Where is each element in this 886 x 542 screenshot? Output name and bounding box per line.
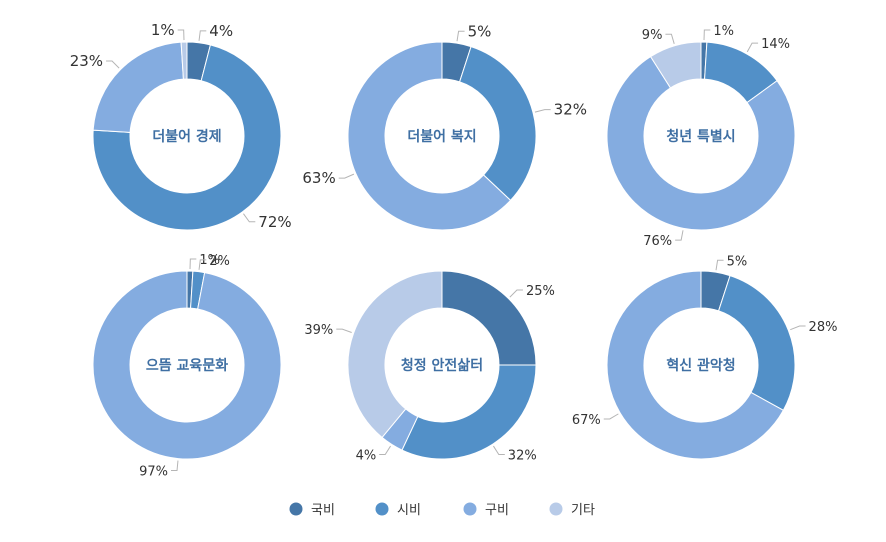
pct-label-5-4: 39% [304,323,333,338]
donut-title-4: 으뜸 교육문화 [146,358,228,374]
leader-line-5-3 [379,445,391,455]
legend-swatch-3 [463,502,477,516]
slice-5-2[interactable] [401,364,537,460]
leader-line-5-2 [493,445,505,455]
legend-item-국비[interactable]: 국비 [289,502,335,519]
slice-3-4[interactable] [649,41,702,89]
donut-chart-6: 5% 28% 67% 혁신 관악청 [572,254,838,460]
donut-title-5: 청정 안전삶터 [401,357,483,374]
pct-label-4-3: 97% [139,465,168,480]
pct-label-1-1: 4% [209,22,233,40]
leader-line-3-1 [703,29,711,41]
donut-hole-5 [385,308,499,422]
leader-line-1-3 [106,60,120,69]
legend-swatch-2 [375,502,389,516]
legend-swatch-4 [549,502,563,516]
slice-5-4[interactable] [347,270,443,439]
pct-label-1-3: 23% [70,52,103,70]
slice-6-3[interactable] [606,270,785,460]
pct-label-2-1: 5% [468,22,492,40]
donut-hole-6 [644,308,758,422]
pct-label-1-4: 1% [151,21,175,39]
donut-title-2: 더불어 복지 [407,128,476,145]
donut-chart-3: 1% 14% 76% 9% 청년 특별시 [606,24,796,249]
donut-title-6: 혁신 관악청 [666,357,735,374]
leader-line-5-1 [509,289,523,298]
slice-2-3[interactable] [347,41,512,231]
donut-title-3: 청년 특별시 [666,128,735,145]
pct-label-6-2: 28% [809,320,838,335]
leader-line-2-2 [534,109,551,113]
pct-label-5-3: 4% [356,448,377,463]
pct-label-6-1: 5% [727,254,748,269]
donut-hole-3 [644,79,758,193]
legend-label-2: 시비 [397,503,421,518]
pct-label-1-2: 72% [258,213,291,231]
leader-line-2-3 [338,173,355,179]
donut-chart-2: 5% 32% 63% 더불어 복지 [302,22,587,231]
slice-1-2[interactable] [92,44,282,231]
leader-line-3-2 [746,42,759,53]
legend-item-시비[interactable]: 시비 [375,502,421,519]
pct-label-3-3: 76% [643,234,672,249]
leader-line-1-1 [198,30,207,41]
slice-4-3[interactable] [92,270,282,460]
leader-line-4-1 [189,258,197,270]
leader-line-3-4 [665,33,675,44]
donut-hole-2 [385,79,499,193]
leader-line-3-3 [675,230,684,241]
pct-label-5-1: 25% [526,284,555,299]
leader-line-6-2 [790,325,806,331]
leader-line-5-4 [336,328,352,333]
legend-swatch-1 [289,502,303,516]
legend-item-구비[interactable]: 구비 [463,502,509,519]
legend-label-1: 국비 [311,503,335,518]
legend: 국비 시비 구비 기타 [289,502,595,519]
pct-label-3-1: 1% [713,24,734,39]
leader-line-4-3 [171,460,179,472]
pct-label-5-2: 32% [508,448,537,463]
legend-label-4: 기타 [571,503,595,518]
leader-line-6-1 [715,259,724,271]
leader-line-4-2 [198,259,207,270]
pct-label-2-3: 63% [302,169,335,187]
donut-chart-1: 4% 72% 23% 1% 더불어 경제 [70,21,292,231]
donut-hole-1 [130,79,244,193]
slice-2-2[interactable] [458,45,537,202]
leader-line-1-2 [243,213,256,223]
donut-title-1: 더불어 경제 [152,128,221,145]
leader-line-1-4 [177,29,185,41]
pct-label-2-2: 32% [554,101,587,119]
pct-label-4-2: 2% [209,254,230,269]
pct-label-4-1: 1% [199,253,220,268]
slice-1-4[interactable] [180,41,188,80]
slice-3-3[interactable] [606,55,796,231]
donut-chart-4: 1%2% 97% 으뜸 교육문화 [92,253,282,480]
pct-label-3-4: 9% [642,28,663,43]
donut-hole-4 [130,308,244,422]
legend-item-기타[interactable]: 기타 [549,502,595,519]
leader-line-6-3 [603,413,619,420]
donut-chart-5: 25% 32% 4% 39% 청정 안전삶터 [304,270,555,463]
pct-label-6-3: 67% [572,413,601,428]
legend-label-3: 구비 [485,503,509,518]
slice-6-2[interactable] [717,274,796,411]
pct-label-3-2: 14% [761,37,790,52]
leader-line-2-1 [456,30,465,42]
